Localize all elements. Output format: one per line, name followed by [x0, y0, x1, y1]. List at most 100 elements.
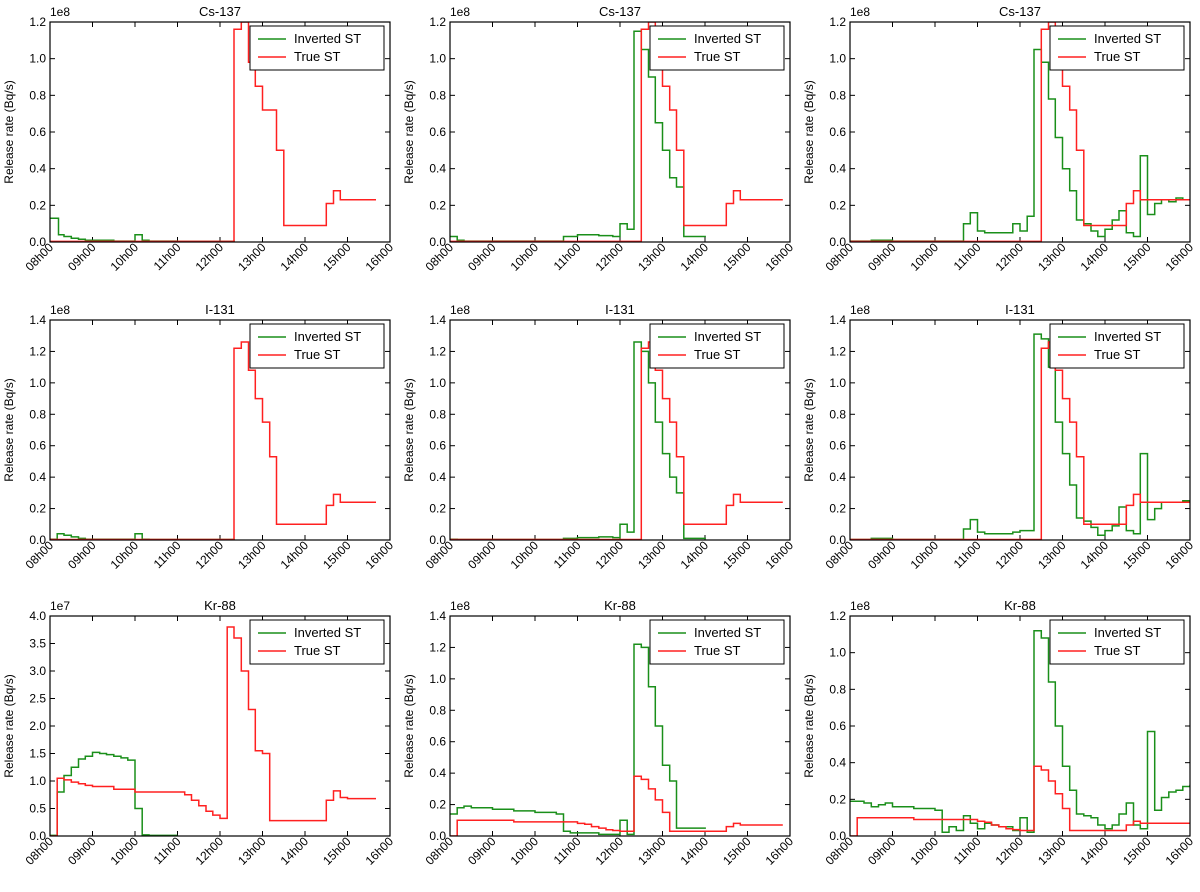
y-tick-label: 2.0 [29, 719, 46, 733]
series-line-true-st [50, 341, 376, 540]
x-tick-label: 14h00 [278, 834, 312, 868]
y-multiplier-label: 1e7 [50, 599, 70, 613]
y-tick-label: 0.2 [429, 198, 446, 212]
x-tick-label: 12h00 [593, 538, 627, 572]
y-multiplier-label: 1e8 [450, 599, 470, 613]
legend-box [1049, 619, 1185, 665]
legend-box [1049, 25, 1185, 71]
chart-title: Kr-88 [204, 598, 236, 613]
x-tick-label: 12h00 [193, 834, 227, 868]
x-tick-label: 10h00 [908, 240, 942, 274]
legend-label-true-st: True ST [1094, 49, 1141, 64]
legend-label-inverted-st: Inverted ST [294, 329, 361, 344]
series-line-true-st [850, 765, 1190, 836]
y-tick-label: 1.4 [429, 313, 446, 327]
y-multiplier-label: 1e8 [50, 5, 70, 19]
y-tick-label: 0.0 [829, 829, 846, 843]
x-tick-label: 14h00 [678, 834, 712, 868]
x-tick-label: 16h00 [1163, 240, 1197, 274]
y-axis-label: Release rate (Bq/s) [402, 378, 416, 481]
x-tick-label: 09h00 [865, 834, 899, 868]
y-tick-label: 1.0 [429, 52, 446, 66]
x-tick-label: 14h00 [678, 538, 712, 572]
y-tick-label: 1.0 [829, 52, 846, 66]
series-line-true-st [450, 775, 783, 836]
y-tick-label: 0.4 [29, 162, 46, 176]
y-tick-label: 0.4 [829, 756, 846, 770]
x-tick-label: 13h00 [1035, 538, 1069, 572]
legend-label-true-st: True ST [294, 49, 341, 64]
x-tick-label: 16h00 [363, 538, 397, 572]
chart-title: Cs-137 [999, 4, 1041, 19]
x-tick-label: 15h00 [720, 834, 754, 868]
x-tick-label: 15h00 [720, 538, 754, 572]
y-tick-label: 1.2 [829, 609, 846, 623]
y-tick-label: 0.2 [429, 502, 446, 516]
legend-label-true-st: True ST [694, 49, 741, 64]
y-tick-label: 0.0 [29, 235, 46, 249]
series-line-inverted-st [850, 48, 1190, 242]
y-tick-label: 0.0 [829, 533, 846, 547]
x-tick-label: 11h00 [951, 538, 984, 571]
y-tick-label: 3.0 [29, 664, 46, 678]
plot-frame [49, 319, 391, 541]
chart-panel-6: I-131 1e8 Release rate (Bq/s) 0.0 0.2 0.4 0.6 0… [802, 302, 1196, 572]
x-tick-label: 14h00 [678, 240, 712, 274]
x-tick-label: 09h00 [465, 538, 499, 572]
chart-panel-9: Kr-88 1e8 Release rate (Bq/s) 0.0 0.2 0.4 0.6 0… [802, 598, 1196, 868]
y-tick-label: 0.2 [829, 792, 846, 806]
y-tick-label: 2.5 [29, 692, 46, 706]
series-line-inverted-st [450, 341, 706, 540]
chart-panel-4: I-131 1e8 Release rate (Bq/s) 0.0 0.2 0.4 0.6 0… [2, 302, 397, 572]
plot-frame [849, 615, 1191, 837]
y-tick-label: 1.5 [29, 747, 46, 761]
x-tick-label: 13h00 [235, 240, 269, 274]
series-line-inverted-st [850, 629, 1190, 834]
x-tick-label: 11h00 [151, 240, 184, 273]
y-tick-label: 0.2 [429, 798, 446, 812]
x-tick-label: 15h00 [720, 240, 754, 274]
legend-label-inverted-st: Inverted ST [1094, 329, 1161, 344]
x-tick-label: 14h00 [1078, 538, 1112, 572]
x-tick-label: 10h00 [108, 834, 142, 868]
x-tick-label: 11h00 [551, 240, 584, 273]
y-tick-label: 0.0 [829, 235, 846, 249]
x-tick-label: 13h00 [235, 538, 269, 572]
y-axis-label: Release rate (Bq/s) [2, 80, 16, 183]
legend-label-inverted-st: Inverted ST [294, 625, 361, 640]
legend-label-true-st: True ST [694, 643, 741, 658]
series-line-true-st [50, 22, 376, 242]
legend-label-true-st: True ST [1094, 643, 1141, 658]
chart-panel-3: Cs-137 1e8 Release rate (Bq/s) 0.0 0.2 0.4 0.6… [802, 4, 1197, 274]
chart-title: I-131 [1005, 302, 1035, 317]
plot-frame [849, 21, 1191, 243]
y-tick-label: 0.4 [429, 162, 446, 176]
series-line-inverted-st [50, 217, 235, 242]
x-tick-label: 09h00 [465, 240, 499, 274]
legend-label-inverted-st: Inverted ST [294, 31, 361, 46]
x-tick-label: 15h00 [320, 240, 354, 274]
y-tick-label: 1.4 [29, 313, 46, 327]
y-tick-label: 0.6 [829, 125, 846, 139]
legend-box [249, 25, 385, 71]
x-tick-label: 11h00 [951, 240, 984, 273]
x-tick-label: 13h00 [1035, 834, 1069, 868]
x-tick-label: 15h00 [1120, 538, 1154, 572]
y-multiplier-label: 1e8 [850, 303, 870, 317]
x-tick-label: 12h00 [193, 240, 227, 274]
y-tick-label: 0.6 [29, 125, 46, 139]
y-tick-label: 0.0 [429, 829, 446, 843]
y-tick-label: 1.2 [429, 640, 446, 654]
y-tick-label: 0.0 [429, 235, 446, 249]
x-tick-label: 16h00 [363, 834, 397, 868]
chart-title: Cs-137 [599, 4, 641, 19]
y-tick-label: 0.2 [29, 502, 46, 516]
x-tick-label: 11h00 [551, 834, 584, 867]
legend-box [1049, 323, 1185, 369]
y-tick-label: 1.2 [429, 344, 446, 358]
y-tick-label: 1.0 [429, 376, 446, 390]
legend-label-inverted-st: Inverted ST [1094, 625, 1161, 640]
y-axis-label: Release rate (Bq/s) [402, 674, 416, 777]
series-line-true-st [50, 626, 376, 836]
x-tick-label: 16h00 [763, 240, 797, 274]
